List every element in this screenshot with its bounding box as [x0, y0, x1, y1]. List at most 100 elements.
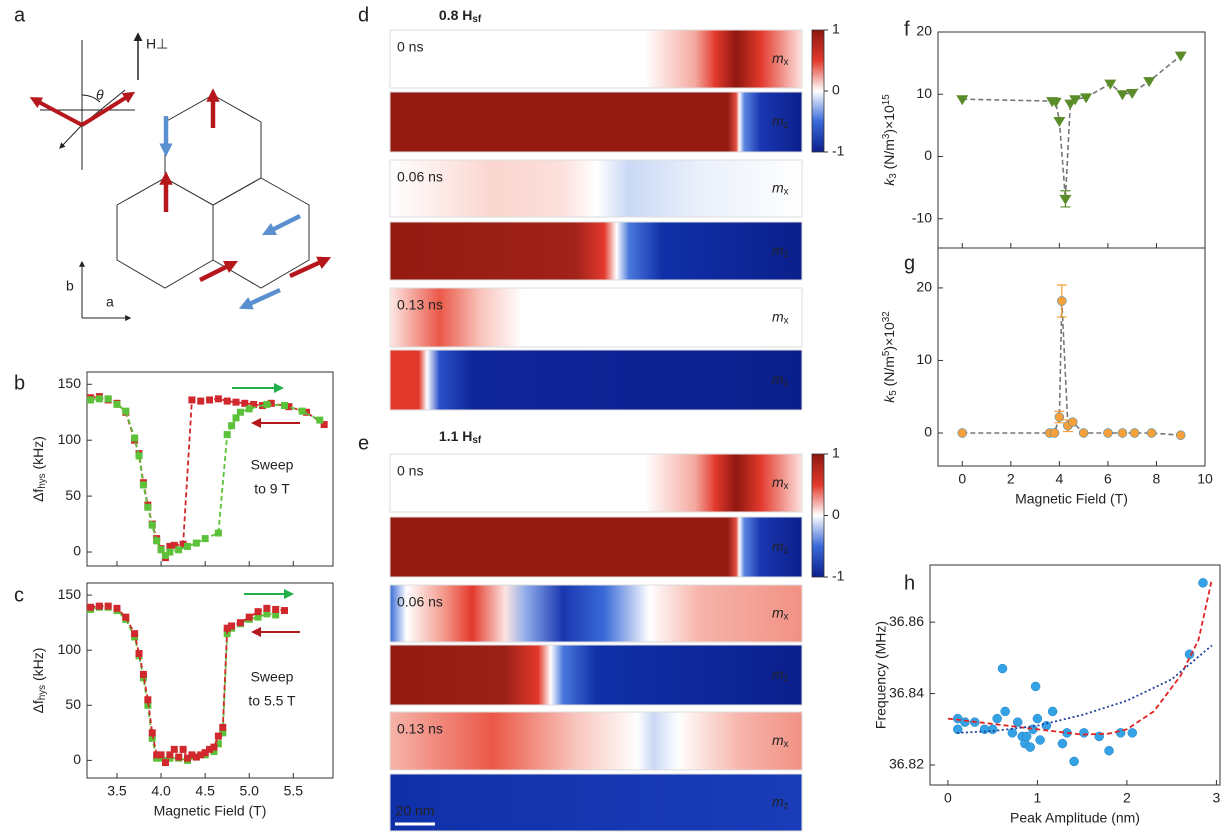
- marker: [166, 548, 174, 556]
- y-tick-label: 20: [916, 279, 932, 295]
- marker: [223, 624, 231, 632]
- marker: [157, 751, 165, 759]
- marker: [316, 416, 324, 424]
- time-label: 0 ns: [397, 463, 423, 479]
- label-part: 1.1 H: [439, 428, 472, 444]
- marker: [219, 729, 227, 737]
- marker: [1059, 194, 1072, 205]
- label-part: sf: [472, 435, 481, 446]
- marker: [979, 724, 990, 735]
- time-label: 0.06 ns: [397, 594, 443, 610]
- annotation: to 9 T: [254, 481, 290, 497]
- y-axis-label: k5 (N/m5)×1032: [881, 311, 899, 402]
- marker: [236, 619, 244, 627]
- label-part: z: [784, 120, 789, 131]
- series-line: [947, 579, 1213, 736]
- marker: [188, 751, 196, 759]
- marker: [303, 408, 311, 416]
- marker: [148, 729, 156, 737]
- marker: [135, 650, 143, 658]
- marker: [206, 396, 214, 404]
- label-part: m: [772, 242, 784, 258]
- colorbar-tick-label: 1: [832, 21, 840, 37]
- y-tick-label: 50: [65, 696, 81, 712]
- y-tick-label: 100: [58, 431, 82, 447]
- marker: [250, 400, 258, 408]
- marker: [87, 603, 95, 611]
- component-label: mz: [772, 371, 789, 389]
- marker: [1035, 735, 1045, 745]
- y-axis-label: Δfhys (kHz): [30, 436, 48, 502]
- x-tick-label: 5.5: [284, 783, 304, 799]
- y-tick-label: 36.86: [889, 613, 924, 629]
- marker: [956, 95, 969, 106]
- marker: [197, 751, 205, 759]
- marker: [1143, 77, 1156, 88]
- y-tick-label: -10: [912, 209, 932, 225]
- label-part: z: [784, 249, 789, 260]
- label-part: (kHz): [30, 436, 46, 473]
- marker: [170, 541, 178, 549]
- label-part: )×10: [881, 322, 897, 351]
- spin-arrow: [29, 97, 83, 127]
- axis-label: a: [106, 294, 114, 310]
- marker: [122, 407, 130, 415]
- marker: [281, 607, 289, 615]
- time-label: 0.13 ns: [397, 721, 443, 737]
- marker: [166, 542, 174, 550]
- component-label: mz: [772, 113, 789, 131]
- marker: [153, 537, 161, 545]
- marker: [1174, 51, 1187, 62]
- marker: [285, 403, 293, 411]
- label-part: z: [784, 673, 789, 684]
- label-part: m: [772, 371, 784, 387]
- colorbar-tick-label: 1: [832, 445, 840, 461]
- y-axis-label: Δfhys (kHz): [30, 648, 48, 714]
- map-strip: [389, 91, 803, 153]
- marker: [214, 395, 222, 403]
- marker: [272, 605, 280, 613]
- series-line: [956, 644, 1213, 734]
- axis: [59, 124, 83, 149]
- marker: [210, 743, 218, 751]
- marker: [1030, 681, 1041, 692]
- panel-label: e: [358, 432, 369, 454]
- x-tick-label: 10: [1197, 471, 1213, 487]
- panel-label: b: [14, 372, 25, 394]
- label-part: m: [772, 604, 784, 620]
- label-part: m: [772, 179, 784, 195]
- component-label: mz: [772, 242, 789, 260]
- marker: [161, 551, 169, 559]
- marker: [232, 398, 240, 406]
- label-part: m: [772, 538, 784, 554]
- plot-frame: [937, 247, 1206, 467]
- map-strip: [389, 711, 803, 771]
- label-part: 3: [881, 133, 892, 139]
- marker: [1079, 728, 1089, 738]
- label-part: 3: [888, 173, 899, 179]
- map-strip: [389, 29, 803, 89]
- x-tick-label: 4.5: [195, 783, 215, 799]
- marker: [263, 400, 271, 408]
- marker: [184, 542, 192, 550]
- y-axis-label: Frequency (MHz): [873, 621, 889, 729]
- x-tick-label: 2: [1007, 471, 1015, 487]
- y-tick-label: 0: [924, 147, 932, 163]
- y-tick-label: 0: [73, 543, 81, 559]
- label-part: (N/m: [881, 139, 897, 173]
- marker: [232, 414, 240, 422]
- marker: [1012, 717, 1023, 727]
- marker: [104, 602, 112, 610]
- marker: [263, 610, 271, 618]
- label-part: m: [772, 732, 784, 748]
- label-part: m: [772, 50, 784, 66]
- angle-arc: [81, 94, 101, 103]
- x-tick-label: 8: [1153, 471, 1161, 487]
- marker: [1007, 728, 1018, 738]
- marker: [179, 540, 187, 548]
- marker: [113, 400, 121, 408]
- component-label: mz: [772, 793, 789, 811]
- marker: [210, 748, 218, 756]
- marker: [206, 745, 214, 753]
- marker: [1104, 79, 1117, 90]
